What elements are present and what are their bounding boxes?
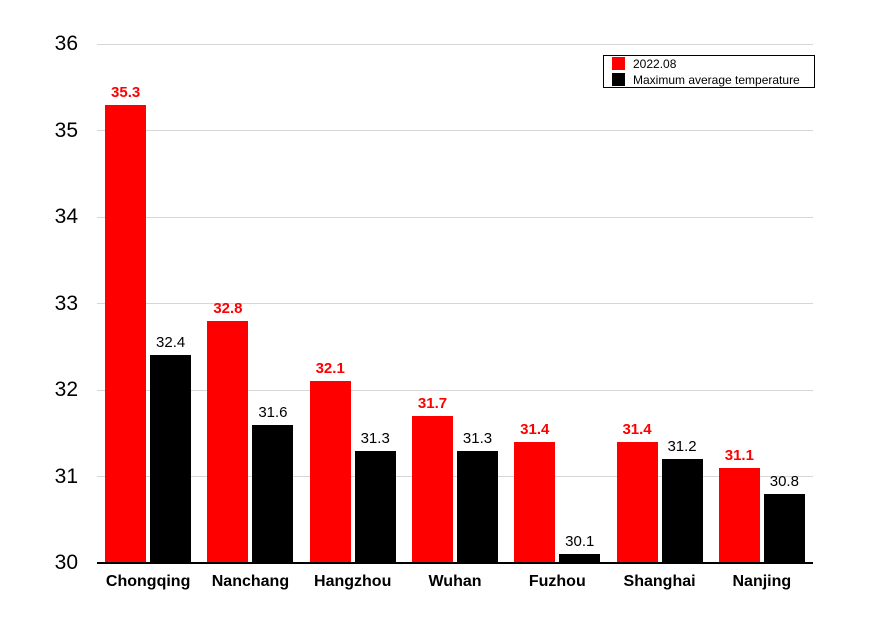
x-label-hangzhou: Hangzhou <box>314 573 392 590</box>
y-tick-label-35: 35 <box>54 118 78 142</box>
bar-wuhan-red <box>412 415 453 563</box>
y-tick-label-33: 33 <box>54 291 78 315</box>
value-label-fuzhou-red: 31.4 <box>520 420 550 438</box>
y-tick-label-34: 34 <box>54 205 78 228</box>
gridline-34 <box>97 216 813 218</box>
bar-fuzhou-red <box>514 441 556 563</box>
x-label-nanjing: Nanjing <box>732 573 792 590</box>
bar-nanchang-black <box>252 424 294 563</box>
value-label-hangzhou-red: 32.1 <box>315 360 345 378</box>
bar-hangzhou-red <box>309 381 351 563</box>
x-label-wuhan: Wuhan <box>428 573 482 590</box>
bar-chongqing-black <box>150 355 192 563</box>
x-axis-line <box>97 562 813 564</box>
legend-item-2022-08: 2022.08 <box>612 57 806 71</box>
y-tick-label-36: 36 <box>54 32 78 55</box>
value-label-chongqing-black: 32.4 <box>156 334 186 352</box>
x-label-shanghai: Shanghai <box>623 573 696 590</box>
value-label-nanjing-black: 30.8 <box>769 472 799 490</box>
chart-legend: 2022.08 Maximum average temperature <box>603 55 815 88</box>
gridline-33 <box>97 303 813 304</box>
bar-nanjing-red <box>718 467 760 563</box>
value-label-shanghai-black: 31.2 <box>667 438 697 456</box>
legend-item-max-avg-temperature: Maximum average temperature <box>612 73 806 87</box>
value-label-nanjing-red: 31.1 <box>724 446 754 464</box>
gridline-36 <box>97 43 813 45</box>
bar-nanchang-red <box>207 320 249 563</box>
y-tick-label-31: 31 <box>54 464 78 488</box>
value-label-nanchang-red: 32.8 <box>213 299 243 317</box>
legend-swatch-black <box>612 73 625 86</box>
gridline-31 <box>97 476 813 477</box>
bar-shanghai-red <box>616 441 658 563</box>
bar-fuzhou-black <box>559 554 601 563</box>
value-label-fuzhou-black: 30.1 <box>565 533 595 551</box>
legend-label-max-avg-temperature: Maximum average temperature <box>633 72 800 87</box>
y-tick-label-32: 32 <box>54 378 78 401</box>
x-label-nanchang: Nanchang <box>211 573 290 590</box>
x-label-fuzhou: Fuzhou <box>528 573 586 590</box>
bar-wuhan-black <box>457 450 498 563</box>
y-tick-label-30: 30 <box>54 551 78 574</box>
value-label-wuhan-red: 31.7 <box>417 394 448 412</box>
gridline-35 <box>97 130 813 131</box>
legend-label-2022-08: 2022.08 <box>633 56 677 71</box>
bar-shanghai-black <box>661 459 703 563</box>
legend-swatch-red <box>612 57 625 70</box>
bar-chongqing-red <box>105 104 147 563</box>
value-label-nanchang-black: 31.6 <box>258 403 288 421</box>
gridline-32 <box>97 389 813 391</box>
value-label-chongqing-red: 35.3 <box>111 83 141 101</box>
value-label-wuhan-black: 31.3 <box>462 429 493 447</box>
value-label-hangzhou-black: 31.3 <box>360 429 390 447</box>
value-label-shanghai-red: 31.4 <box>622 420 652 438</box>
x-label-chongqing: Chongqing <box>105 573 191 590</box>
bar-nanjing-black <box>763 493 805 563</box>
bar-hangzhou-black <box>354 450 396 563</box>
